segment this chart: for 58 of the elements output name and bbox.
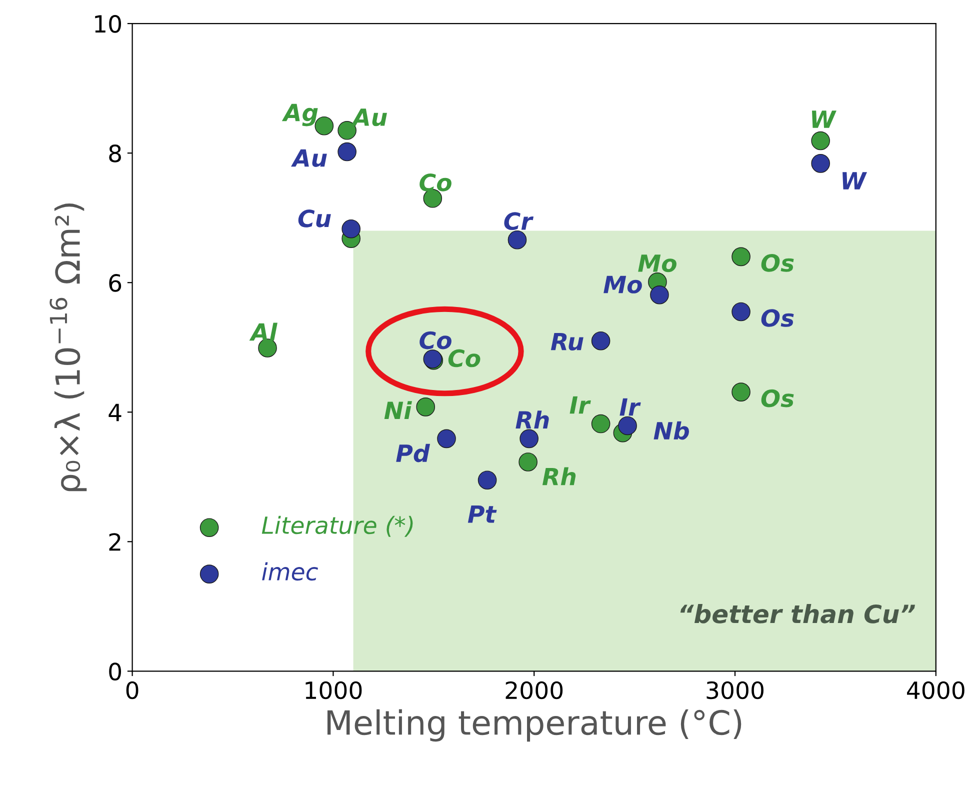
point: [732, 382, 750, 402]
data-label: Au: [351, 108, 387, 126]
data-label: W: [842, 172, 868, 190]
data-label: Ni: [384, 401, 412, 420]
point: [591, 414, 610, 434]
point: [811, 131, 830, 150]
point: [811, 154, 830, 173]
point: [732, 302, 750, 322]
y-axis-title: ρ₀×λ (10$^{−16}$ Ωm²): [50, 203, 87, 492]
data-label: Ir: [620, 398, 641, 416]
band-label: “better than Cu”: [680, 604, 916, 624]
x-axis-title: Melting temperature (°C): [327, 709, 742, 742]
data-label: Cu: [298, 210, 331, 228]
point: [520, 429, 538, 448]
x-tick-label: 2000: [506, 681, 563, 700]
data-label: Co: [420, 331, 452, 350]
point: [618, 416, 637, 436]
data-label: Os: [761, 389, 794, 408]
data-label: Cr: [504, 212, 534, 230]
data-label: Rh: [516, 410, 549, 429]
point: [342, 219, 360, 238]
data-label: Os: [761, 309, 794, 327]
x-tick-label: 4000: [907, 681, 964, 700]
y-tick-label: 4: [108, 404, 122, 422]
data-label: Ag: [282, 104, 318, 126]
point: [478, 470, 497, 490]
point: [591, 331, 610, 350]
annotation: Nb: [654, 421, 689, 440]
data-label: Rh: [542, 467, 576, 486]
x-tick-label: 1000: [306, 681, 362, 700]
legend-label: Literature (*): [262, 516, 413, 537]
y-tick-label: 0: [109, 662, 122, 680]
data-label: Al: [249, 322, 278, 341]
point: [338, 142, 356, 162]
data-label: Ru: [550, 332, 584, 351]
data-label: Mo: [638, 254, 676, 272]
y-tick-label: 2: [109, 533, 120, 551]
y-tick-label: 6: [109, 274, 122, 292]
data-label: Ir: [570, 396, 591, 414]
point: [650, 286, 669, 304]
data-label: Au: [291, 149, 327, 167]
data-label: Co: [420, 174, 452, 192]
point: [508, 230, 527, 250]
data-label: Pt: [468, 506, 497, 523]
point: [518, 452, 538, 472]
point: [732, 247, 750, 266]
data-label: Co: [448, 349, 480, 368]
point: [416, 398, 436, 416]
legend-label: imec: [262, 562, 318, 581]
data-label: Mo: [604, 276, 642, 294]
data-label: Pd: [396, 444, 430, 462]
data-label: W: [812, 110, 836, 128]
y-tick-label: 8: [109, 144, 121, 162]
x-tick-label: 3000: [706, 681, 764, 700]
y-tick-label: 10: [95, 14, 122, 33]
point: [437, 429, 456, 448]
data-label: Os: [761, 254, 794, 272]
x-tick-label: 0: [126, 681, 138, 700]
